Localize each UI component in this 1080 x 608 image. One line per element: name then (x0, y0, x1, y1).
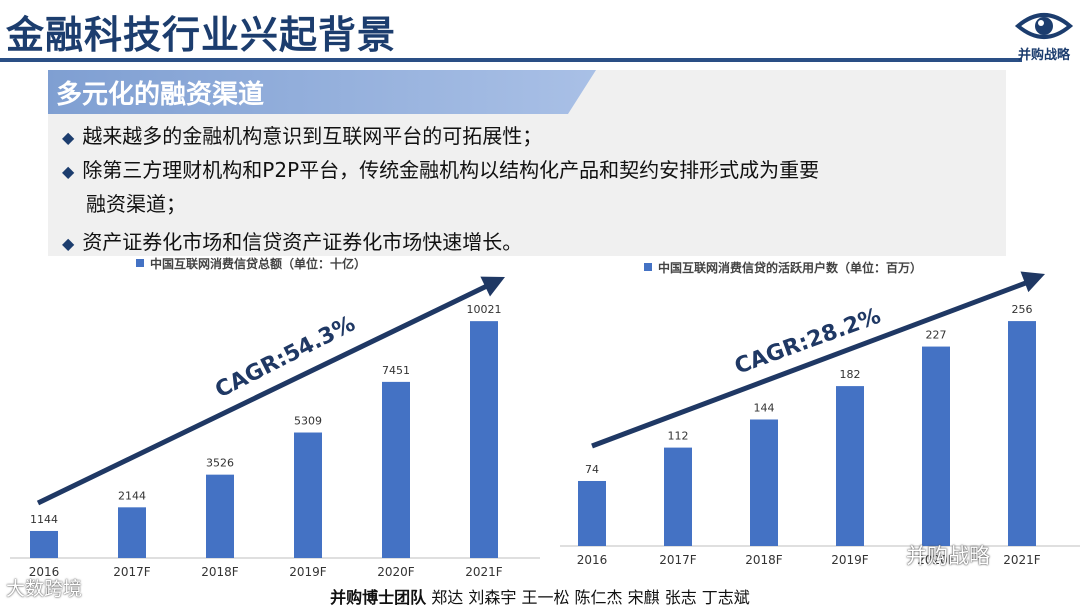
section-heading: 多元化的融资渠道 (56, 80, 265, 110)
x-tick-label: 2019F (289, 565, 327, 579)
cagr-annotation: CAGR:28.2% (732, 304, 885, 380)
bullet-item: ◆ 除第三方理财机构和P2P平台，传统金融机构以结构化产品和契约安排形式成为重要 (62, 158, 820, 182)
diamond-bullet-icon: ◆ (62, 128, 75, 147)
data-label: 182 (840, 368, 861, 381)
bar (382, 381, 410, 558)
footer-credits: 并购博士团队 郑达 刘森宇 王一松 陈仁杰 宋麒 张志 丁志斌 (0, 584, 1080, 608)
x-tick-label: 2016 (577, 553, 608, 567)
trend-arrow-line (36, 281, 493, 506)
loan-total-chart: 中国互联网消费信贷总额（单位：十亿） 1144 2016 2144 2017F 3526 2… (10, 256, 540, 579)
legend-label: 中国互联网消费信贷的活跃用户数（单位：百万） (658, 260, 922, 275)
data-label: 112 (668, 430, 689, 443)
legend-label: 中国互联网消费信贷总额（单位：十亿） (150, 256, 366, 271)
bar (470, 321, 498, 558)
x-tick-label: 2017F (113, 565, 151, 579)
data-label: 74 (585, 463, 599, 476)
diamond-bullet-icon: ◆ (62, 162, 75, 181)
x-tick-label: 2019F (831, 553, 869, 567)
logo-text: 并购战略 (1017, 48, 1070, 63)
watermark-right: 并购战略 (906, 544, 990, 568)
legend-swatch (644, 263, 652, 271)
watermark-left: 大数跨境 (6, 578, 83, 600)
eye-icon (1014, 13, 1074, 39)
data-label: 7451 (382, 364, 410, 377)
bar (750, 419, 778, 546)
data-label: 5309 (294, 415, 322, 428)
section-banner (48, 70, 596, 114)
trend-arrow-head (1020, 271, 1045, 293)
bullet-item: ◆ 资产证券化市场和信贷资产证券化市场快速增长。 (62, 230, 523, 254)
x-tick-label: 2016 (29, 565, 60, 579)
data-label: 1144 (30, 513, 58, 526)
x-tick-label: 2021F (465, 565, 503, 579)
x-tick-label: 2017F (659, 553, 697, 567)
bar (664, 447, 692, 546)
bullet-item: ◆ 越来越多的金融机构意识到互联网平台的可拓展性； (62, 124, 543, 148)
bar (30, 530, 58, 558)
data-label: 256 (1012, 303, 1033, 316)
bar (206, 474, 234, 558)
diamond-bullet-icon: ◆ (62, 234, 75, 253)
bar (922, 346, 950, 546)
data-label: 2144 (118, 489, 146, 502)
bar (118, 507, 146, 558)
bar (578, 480, 606, 546)
bar (1008, 321, 1036, 546)
title-divider (0, 58, 1022, 62)
x-tick-label: 2021F (1003, 553, 1041, 567)
footer-team: 并购博士团队 (330, 588, 427, 607)
trend-arrow-head (480, 276, 505, 297)
x-tick-label: 2020F (917, 553, 955, 567)
x-tick-label: 2020F (377, 565, 415, 579)
data-label: 3526 (206, 457, 234, 470)
active-users-chart: 中国互联网消费信贷的活跃用户数（单位：百万） 74 2016 112 2017F 144 2… (560, 260, 1080, 567)
footer-members: 郑达 刘森宇 王一松 陈仁杰 宋麒 张志 丁志斌 (431, 588, 750, 607)
trend-arrow-line (591, 278, 1032, 449)
x-tick-label: 2018F (745, 553, 783, 567)
company-logo: 并购战略 (1012, 6, 1076, 64)
bullet-continuation: 融资渠道； (86, 192, 186, 216)
x-tick-label: 2018F (201, 565, 239, 579)
page-title: 金融科技行业兴起背景 (6, 13, 397, 57)
data-label: 227 (926, 329, 947, 342)
bar (836, 386, 864, 546)
legend-swatch (136, 259, 144, 267)
data-label: 144 (754, 401, 775, 414)
bar (294, 432, 322, 558)
data-label: 10021 (467, 303, 502, 316)
